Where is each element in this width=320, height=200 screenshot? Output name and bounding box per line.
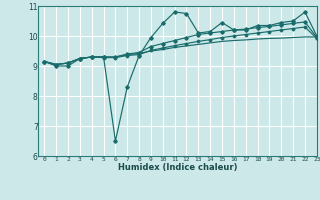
X-axis label: Humidex (Indice chaleur): Humidex (Indice chaleur) [118, 163, 237, 172]
